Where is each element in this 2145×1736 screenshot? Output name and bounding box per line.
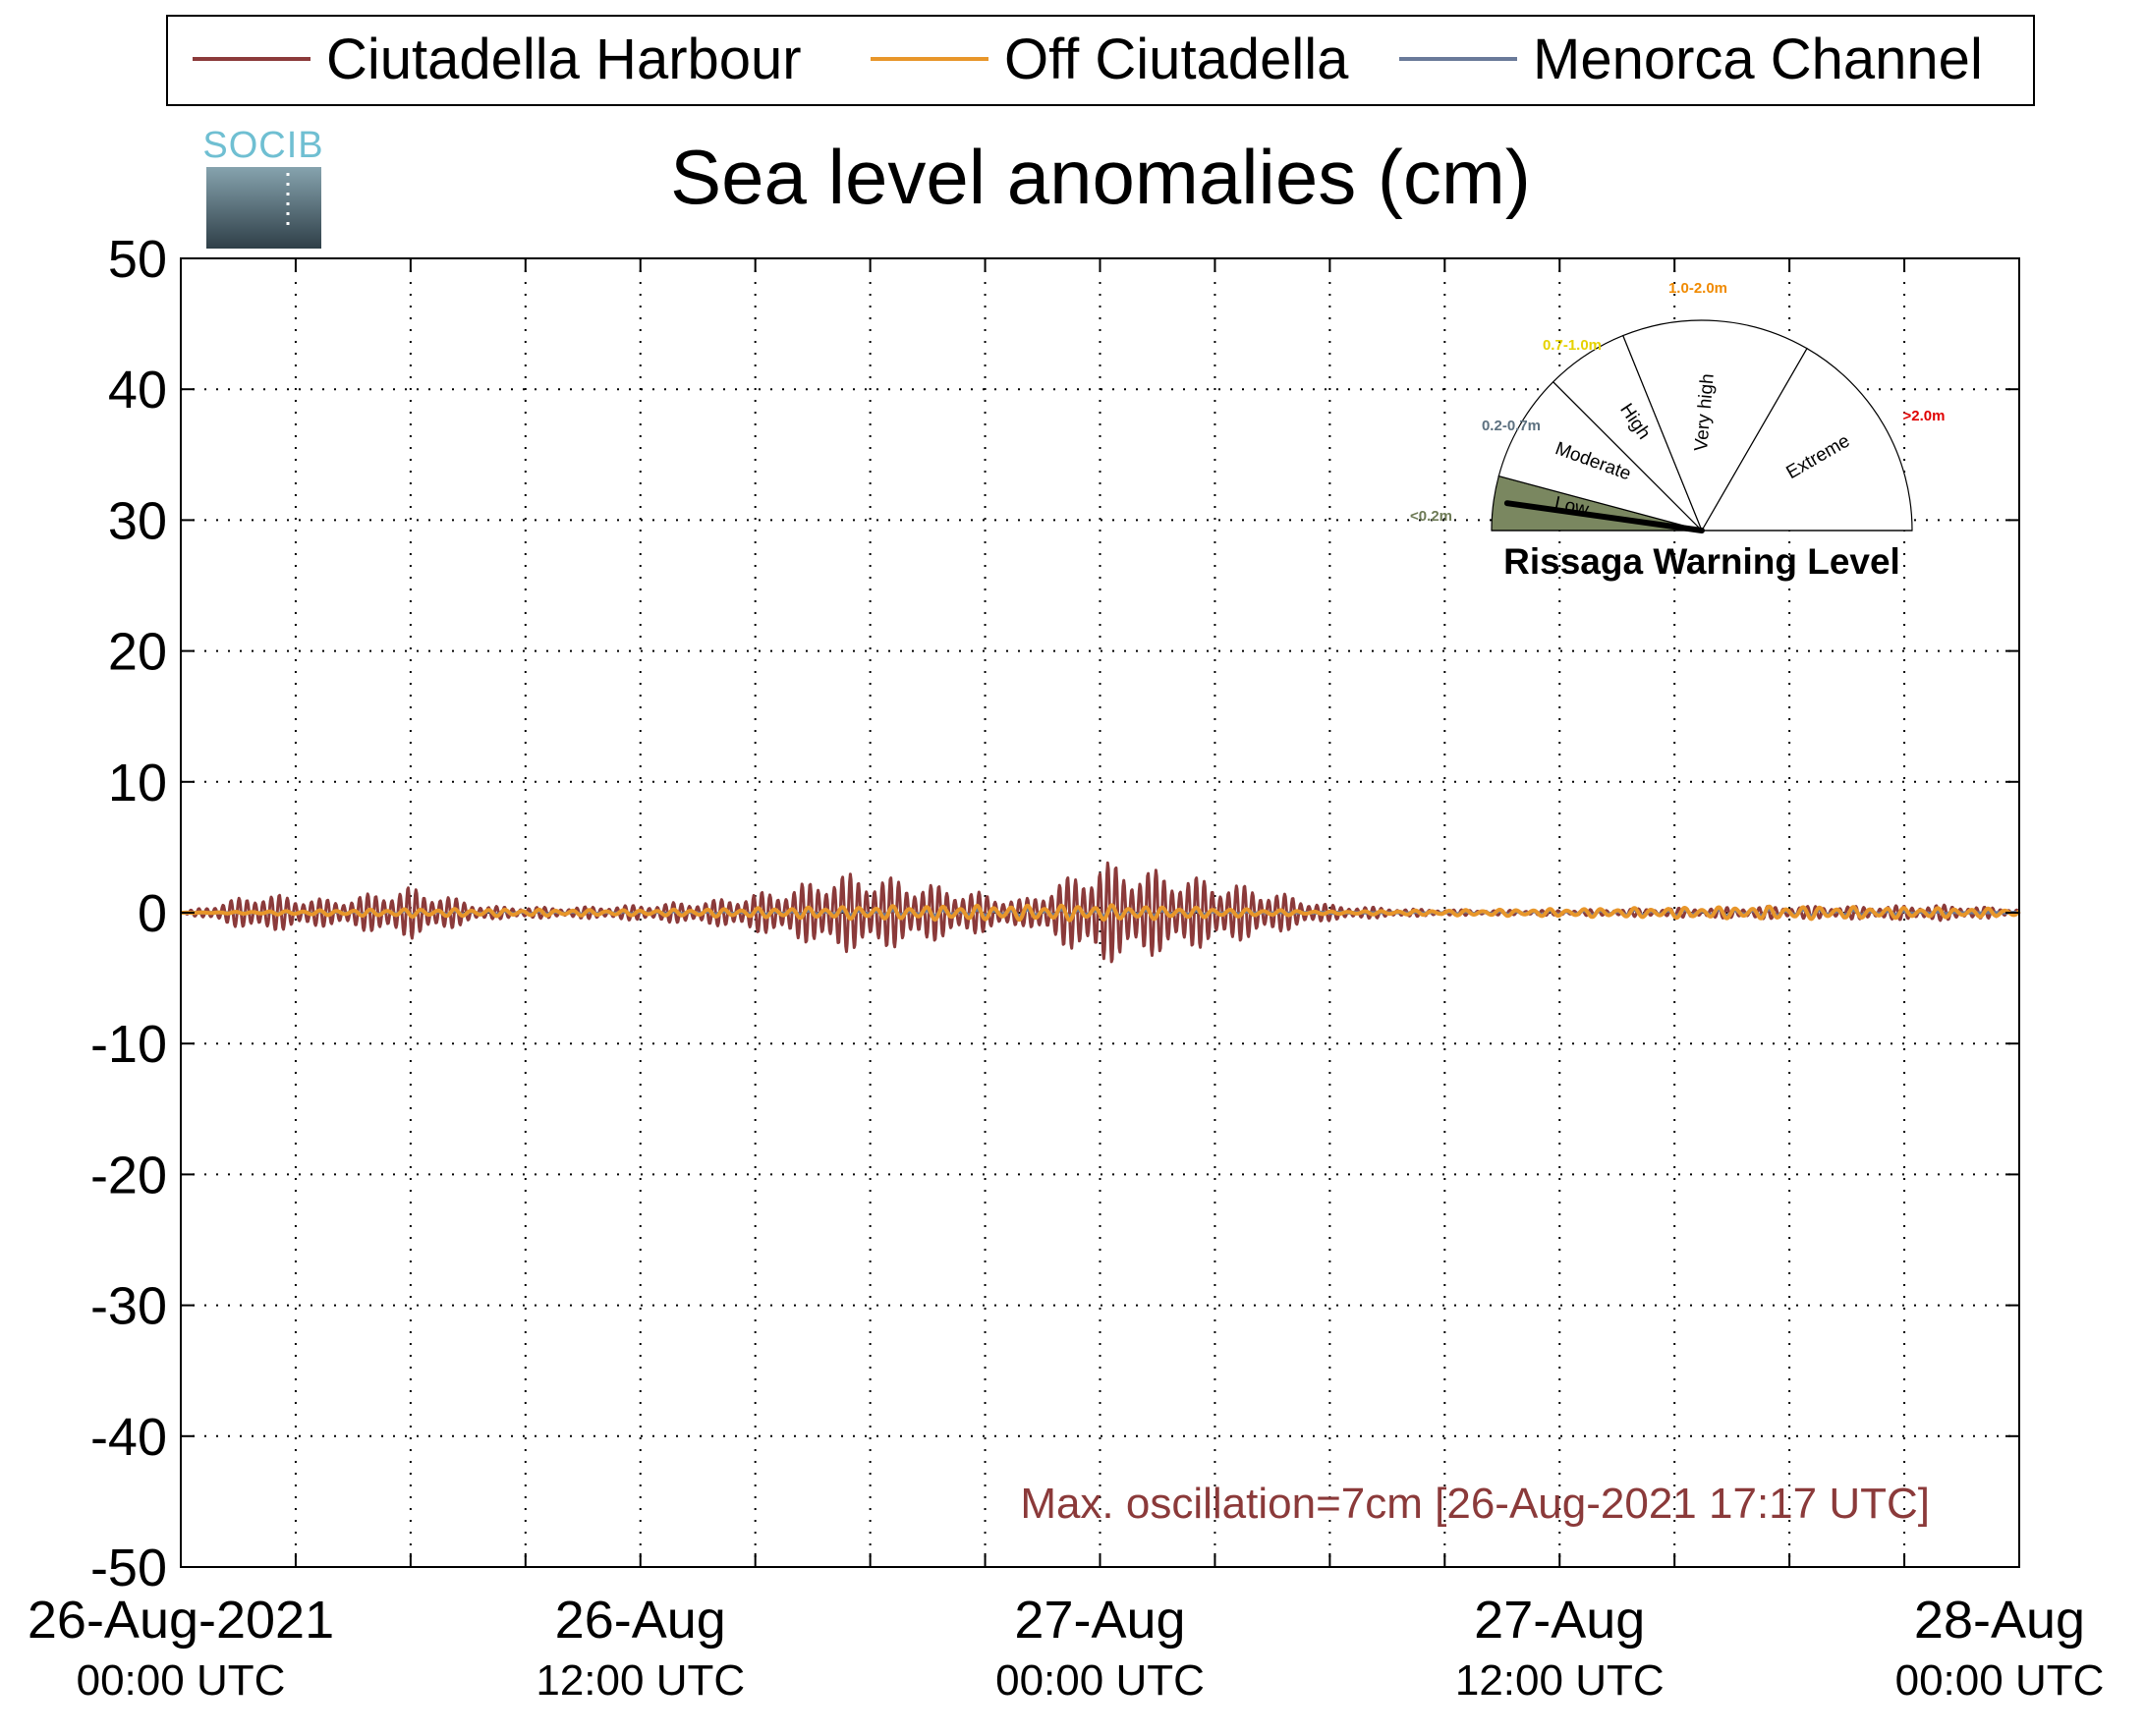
y-tick-label: -30 — [90, 1277, 167, 1336]
y-tick-label: -10 — [90, 1015, 167, 1074]
x-tick-label-date: 28-Aug — [1914, 1591, 2085, 1650]
max-oscillation-annotation: Max. oscillation=7cm [26-Aug-2021 17:17 … — [1020, 1480, 1930, 1528]
x-tick-label-time: 00:00 UTC — [1895, 1656, 2105, 1705]
legend-label: Ciutadella Harbour — [326, 28, 802, 91]
y-tick-label: -50 — [90, 1539, 167, 1597]
gauge-range-label: >2.0m — [1903, 408, 1946, 424]
gauge-sector — [1497, 380, 1705, 532]
x-tick-label-date: 27-Aug — [1474, 1591, 1645, 1650]
logo-text: SOCIB — [202, 125, 323, 166]
gauge-range-label: 0.2-0.7m — [1482, 418, 1541, 434]
gauge-range-label: 1.0-2.0m — [1668, 280, 1727, 297]
series-line — [179, 903, 2021, 923]
y-tick-label: 50 — [108, 230, 167, 289]
gauge-sector — [1700, 347, 1913, 532]
x-tick-label-time: 12:00 UTC — [536, 1656, 745, 1705]
x-tick-label-time: 12:00 UTC — [1455, 1656, 1665, 1705]
gauge-range-label: 0.7-1.0m — [1543, 337, 1602, 354]
legend-label: Off Ciutadella — [1004, 28, 1349, 91]
x-tick-label-date: 27-Aug — [1014, 1591, 1185, 1650]
legend-box — [166, 15, 2035, 106]
gauge-needle — [1503, 500, 1705, 533]
legend-label: Menorca Channel — [1533, 28, 1983, 91]
x-tick-label-date: 26-Aug — [555, 1591, 726, 1650]
x-tick-label-time: 00:00 UTC — [77, 1656, 286, 1705]
gauge-sector — [1622, 319, 1808, 532]
y-tick-label: 30 — [108, 491, 167, 550]
gauge-title: Rissaga Warning Level — [1503, 541, 1900, 582]
y-tick-label: 20 — [108, 623, 167, 682]
chart-title: Sea level anomalies (cm) — [670, 134, 1531, 220]
y-tick-label: -20 — [90, 1146, 167, 1204]
logo-mark — [206, 167, 321, 249]
gauge-range-label: <0.2m — [1410, 508, 1452, 525]
y-tick-label: -40 — [90, 1408, 167, 1467]
x-tick-label-date: 26-Aug-2021 — [28, 1591, 334, 1650]
socib-logo: SOCIB — [202, 125, 323, 249]
y-tick-label: 10 — [108, 754, 167, 812]
y-tick-label: 40 — [108, 361, 167, 420]
y-tick-label: 0 — [138, 884, 167, 943]
x-tick-label-time: 00:00 UTC — [995, 1656, 1205, 1705]
legend: Ciutadella Harbour Off Ciutadella Menorca … — [166, 15, 2035, 106]
